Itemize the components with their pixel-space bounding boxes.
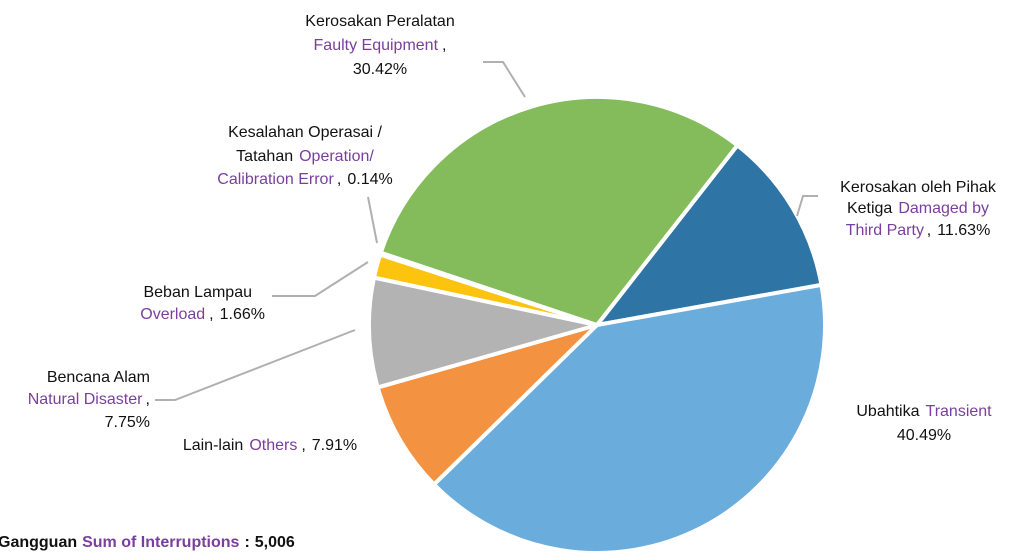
slice-label: Ketiga Damaged by bbox=[847, 200, 989, 217]
slice-label: Third Party, 11.63% bbox=[846, 222, 991, 239]
slice-label: Kerosakan oleh Pihak bbox=[840, 179, 997, 196]
value-label: 7.91% bbox=[312, 437, 357, 454]
leader-lines bbox=[155, 61, 818, 401]
value-label: 0.14% bbox=[347, 171, 392, 188]
separator: , bbox=[442, 37, 446, 54]
leader-line bbox=[367, 196, 378, 244]
separator: , bbox=[146, 391, 150, 408]
label-part: Calibration Error bbox=[217, 171, 334, 188]
slice-label: Overload, 1.66% bbox=[140, 306, 265, 323]
slice-label: 40.49% bbox=[897, 427, 951, 444]
slice-label: 7.75% bbox=[105, 414, 150, 431]
label-part: Kerosakan oleh Pihak bbox=[840, 179, 997, 196]
label-part: Damaged by bbox=[898, 200, 989, 217]
label-part: Faulty Equipment bbox=[314, 37, 439, 54]
label-part: Lain-lain bbox=[183, 437, 243, 454]
leader-line bbox=[483, 61, 526, 98]
footer: Gangguan Sum of Interruptions:5,006 bbox=[0, 534, 295, 551]
slice-label: Beban Lampau bbox=[143, 284, 252, 301]
slice-label: Bencana Alam bbox=[47, 369, 150, 386]
slice-label: Kesalahan Operasai / bbox=[228, 124, 382, 141]
label-part: Kerosakan Peralatan bbox=[305, 13, 454, 30]
leader-line bbox=[796, 195, 818, 217]
separator: , bbox=[337, 171, 341, 188]
label-part: Transient bbox=[926, 403, 993, 420]
slice-label: Natural Disaster, bbox=[28, 391, 150, 408]
labels: Kerosakan oleh Pihak Ketiga Damaged by Thir… bbox=[28, 13, 997, 454]
separator: , bbox=[301, 437, 305, 454]
value-label: 7.75% bbox=[105, 414, 150, 431]
value-label: 1.66% bbox=[220, 306, 265, 323]
label-part: Tatahan bbox=[236, 148, 293, 165]
label-part: Third Party bbox=[846, 222, 924, 239]
slice-label: Calibration Error, 0.14% bbox=[217, 171, 392, 188]
footer-ms: Gangguan bbox=[0, 534, 77, 551]
label-part: Bencana Alam bbox=[47, 369, 150, 386]
label-part: Beban Lampau bbox=[143, 284, 252, 301]
label-part: Operation/ bbox=[299, 148, 374, 165]
pie-slice bbox=[375, 323, 599, 488]
pie-slice bbox=[378, 95, 741, 328]
label-part: Kesalahan Operasai / bbox=[228, 124, 382, 141]
leader-line bbox=[272, 261, 369, 297]
slice-label: Ubahtika Transient bbox=[856, 403, 992, 420]
pie-slice bbox=[592, 142, 824, 328]
label-part: Ketiga bbox=[847, 200, 892, 217]
label-part: Overload bbox=[140, 306, 205, 323]
leader-line bbox=[155, 329, 356, 401]
label-part: Ubahtika bbox=[856, 403, 919, 420]
value-label: 40.49% bbox=[897, 427, 951, 444]
footer-total: 5,006 bbox=[255, 534, 295, 551]
label-part: Others bbox=[249, 437, 297, 454]
slice-label: Lain-lain Others, 7.91% bbox=[183, 437, 357, 454]
footer-en: Sum of Interruptions bbox=[82, 534, 239, 551]
footer-separator: : bbox=[244, 534, 249, 551]
separator: , bbox=[209, 306, 213, 323]
slice-label: Kerosakan Peralatan bbox=[305, 13, 454, 30]
slice-label: 30.42% bbox=[353, 61, 407, 78]
separator: , bbox=[927, 222, 931, 239]
label-part: Natural Disaster bbox=[28, 391, 143, 408]
slice-label: Faulty Equipment, bbox=[314, 37, 447, 54]
slice-label: Tatahan Operation/ bbox=[236, 148, 374, 165]
pie-slice bbox=[431, 282, 827, 552]
pie bbox=[367, 95, 827, 552]
pie-slice bbox=[367, 275, 598, 390]
value-label: 30.42% bbox=[353, 61, 407, 78]
value-label: 11.63% bbox=[937, 222, 990, 239]
